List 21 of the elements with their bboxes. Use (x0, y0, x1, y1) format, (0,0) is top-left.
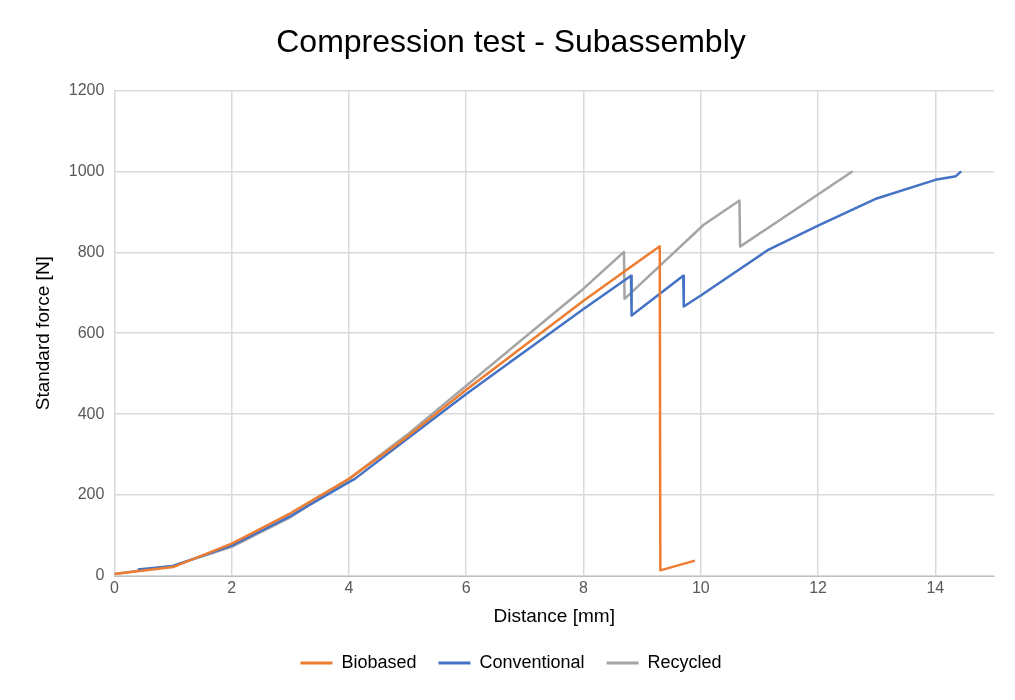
y-tick-label: 400 (77, 404, 105, 422)
x-axis-title: Distance [mm] (493, 604, 615, 626)
legend-label: Recycled (647, 651, 722, 672)
x-tick-label: 4 (344, 579, 354, 597)
y-axis-title: Standard force [N] (31, 256, 53, 411)
y-tick-label: 200 (77, 485, 105, 503)
x-tick-label: 6 (461, 579, 471, 597)
legend-label: Conventional (479, 651, 585, 672)
x-tick-label: 14 (926, 579, 945, 597)
y-tick-label: 600 (77, 323, 105, 341)
x-tick-label: 12 (809, 579, 828, 597)
x-tick-label: 10 (691, 579, 710, 597)
y-tick-label: 800 (77, 242, 105, 260)
y-tick-label: 1200 (68, 80, 105, 98)
legend-label: Biobased (341, 651, 417, 672)
y-tick-label: 1000 (68, 161, 105, 179)
x-tick-label: 0 (109, 579, 119, 597)
x-tick-label: 8 (579, 579, 589, 597)
y-tick-label: 0 (95, 566, 105, 584)
chart-title: Compression test - Subassembly (276, 23, 746, 60)
x-tick-label: 2 (227, 579, 237, 597)
